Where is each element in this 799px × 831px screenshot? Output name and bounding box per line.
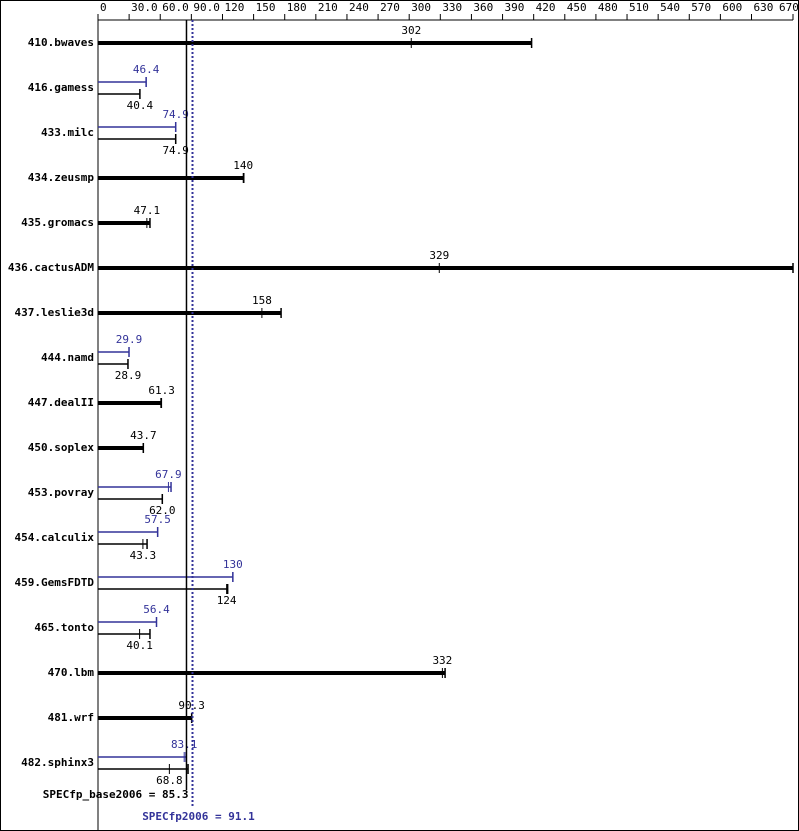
x-tick-label: 600: [722, 1, 742, 14]
x-tick-label: 240: [349, 1, 369, 14]
x-tick-label: 360: [473, 1, 493, 14]
category-label: 447.dealII: [28, 396, 94, 409]
category-label: 482.sphinx3: [21, 756, 94, 769]
x-tick-label: 0: [100, 1, 107, 14]
category-label: 465.tonto: [34, 621, 94, 634]
x-tick-label: 300: [411, 1, 431, 14]
category-label: 437.leslie3d: [15, 306, 94, 319]
category-label: 434.zeusmp: [28, 171, 95, 184]
x-tick-label: 510: [629, 1, 649, 14]
value-label: 74.9: [162, 144, 189, 157]
category-label: 410.bwaves: [28, 36, 94, 49]
value-label: 29.9: [116, 333, 143, 346]
category-label: 435.gromacs: [21, 216, 94, 229]
category-label: 436.cactusADM: [8, 261, 94, 274]
value-label: 62.0: [149, 504, 176, 517]
value-label: 67.9: [155, 468, 182, 481]
value-label: 43.7: [130, 429, 157, 442]
summary-label: SPECfp_base2006 = 85.3: [43, 788, 189, 801]
value-label: 47.1: [134, 204, 161, 217]
category-label: 481.wrf: [48, 711, 94, 724]
x-tick-label: 180: [287, 1, 307, 14]
x-tick-label: 450: [567, 1, 587, 14]
value-label: 40.1: [126, 639, 153, 652]
x-tick-label: 150: [256, 1, 276, 14]
x-tick-label: 210: [318, 1, 338, 14]
value-label: 332: [432, 654, 452, 667]
x-tick-label: 120: [224, 1, 244, 14]
x-tick-label: 270: [380, 1, 400, 14]
category-label: 433.milc: [41, 126, 94, 139]
value-label: 74.9: [162, 108, 189, 121]
value-label: 329: [429, 249, 449, 262]
x-tick-label: 670: [779, 1, 799, 14]
value-label: 61.3: [148, 384, 175, 397]
x-tick-label: 30.0: [131, 1, 158, 14]
x-tick-label: 480: [598, 1, 618, 14]
summary-label: SPECfp2006 = 91.1: [142, 810, 255, 823]
value-label: 302: [401, 24, 421, 37]
category-label: 454.calculix: [15, 531, 95, 544]
value-label: 43.3: [130, 549, 157, 562]
value-label: 130: [223, 558, 243, 571]
value-label: 40.4: [127, 99, 154, 112]
value-label: 140: [233, 159, 253, 172]
x-tick-label: 60.0: [162, 1, 189, 14]
x-tick-label: 420: [536, 1, 556, 14]
category-label: 416.gamess: [28, 81, 94, 94]
value-label: 158: [252, 294, 272, 307]
value-label: 57.5: [144, 513, 171, 526]
x-tick-label: 330: [442, 1, 462, 14]
category-label: 470.lbm: [48, 666, 95, 679]
x-tick-label: 390: [505, 1, 525, 14]
x-tick-label: 90.0: [193, 1, 220, 14]
category-label: 450.soplex: [28, 441, 95, 454]
x-tick-label: 630: [754, 1, 774, 14]
x-tick-label: 570: [691, 1, 711, 14]
value-label: 56.4: [143, 603, 170, 616]
x-tick-label: 540: [660, 1, 680, 14]
value-label: 46.4: [133, 63, 160, 76]
category-label: 453.povray: [28, 486, 95, 499]
category-label: 444.namd: [41, 351, 94, 364]
value-label: 68.8: [156, 774, 183, 787]
value-label: 124: [217, 594, 237, 607]
value-label: 28.9: [115, 369, 142, 382]
value-label: 83.1: [171, 738, 198, 751]
category-label: 459.GemsFDTD: [15, 576, 95, 589]
